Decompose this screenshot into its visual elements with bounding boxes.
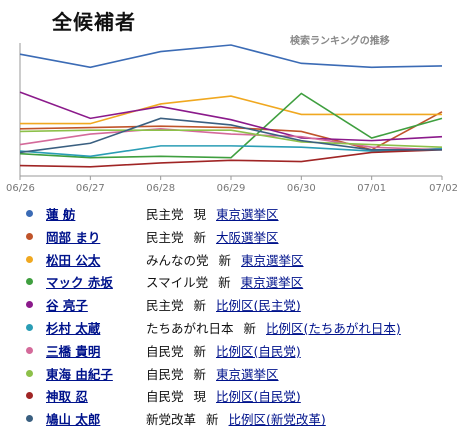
candidate-status: 新 <box>193 366 207 382</box>
series-color-dot <box>26 278 33 286</box>
candidate-party: 民主党 <box>146 207 184 222</box>
x-tick-label: 06/26 <box>6 183 35 194</box>
x-tick-label: 06/27 <box>76 183 105 194</box>
series-line-2 <box>20 95 442 125</box>
candidate-district-link[interactable]: 比例区(自民党) <box>216 389 301 405</box>
candidate-legend: 蓮 舫民主党現東京選挙区 岡部 まり 民主党新大阪選挙区 松田 公太 みんなの党新東京選… <box>26 202 462 430</box>
legend-row: 神取 忍 自民党現比例区(自民党) <box>26 384 462 407</box>
candidate-status: 新 <box>206 412 219 428</box>
series-color-dot <box>26 392 33 400</box>
series-line-5 <box>19 145 443 158</box>
candidate-info: 自民党新東京選挙区 <box>146 364 279 383</box>
candidate-status: 新 <box>193 229 207 245</box>
candidate-name-link[interactable]: マック 赤坂 <box>46 275 113 291</box>
candidate-status: 新 <box>218 275 231 291</box>
candidate-district-link[interactable]: 東京選挙区 <box>241 252 304 268</box>
candidate-info: みんなの党新東京選挙区 <box>146 250 304 269</box>
candidate-party: 新党改革 <box>146 412 197 428</box>
series-line-7 <box>19 129 443 148</box>
legend-row: 岡部 まり 民主党新大阪選挙区 <box>26 225 462 248</box>
candidate-district-link[interactable]: 比例区(新党改革) <box>228 412 326 428</box>
candidate-party: 民主党 <box>146 229 184 245</box>
series-color-dot <box>26 346 33 354</box>
candidate-status: 新 <box>193 298 207 314</box>
legend-row: 鳩山 太郎 新党改革新比例区(新党改革) <box>26 407 462 430</box>
series-line-3 <box>19 92 443 159</box>
candidate-status: 現 <box>193 389 207 405</box>
candidate-party: みんなの党 <box>146 252 209 268</box>
candidate-status: 現 <box>193 207 207 222</box>
series-line-6 <box>19 128 443 151</box>
candidate-party: たちあがれ日本 <box>146 320 234 336</box>
candidate-party: 民主党 <box>146 298 184 314</box>
candidate-district-link[interactable]: 東京選挙区 <box>216 207 279 222</box>
candidate-name-link[interactable]: 岡部 まり <box>46 229 101 245</box>
candidate-name-link[interactable]: 蓮 舫 <box>46 207 76 222</box>
x-tick-label: 06/30 <box>287 183 316 194</box>
candidate-name-link[interactable]: 杉村 太蔵 <box>46 320 101 336</box>
series-line-8 <box>19 149 443 168</box>
candidate-info: 民主党現東京選挙区 <box>146 204 279 223</box>
page-title: 全候補者 <box>52 10 136 34</box>
series-color-dot <box>26 415 33 423</box>
candidate-party: スマイル党 <box>146 275 209 291</box>
x-tick-label: 06/29 <box>217 183 246 194</box>
candidate-info: 自民党現比例区(自民党) <box>146 386 301 405</box>
candidate-name-link[interactable]: 東海 由紀子 <box>46 366 113 382</box>
candidate-district-link[interactable]: 東京選挙区 <box>240 275 304 291</box>
candidate-info: 自民党新比例区(自民党) <box>146 341 301 360</box>
legend-row: 松田 公太 みんなの党新東京選挙区 <box>26 248 462 271</box>
legend-row: 三橋 貴明 自民党新比例区(自民党) <box>26 339 462 362</box>
series-line-9 <box>19 117 442 154</box>
candidate-party: 自民党 <box>146 389 184 405</box>
candidate-name-link[interactable]: 神取 忍 <box>46 389 88 405</box>
legend-row: 杉村 太蔵 たちあがれ日本新比例区(たちあがれ日本) <box>26 316 462 339</box>
candidate-info: 民主党新比例区(民主党) <box>146 295 301 314</box>
legend-row: 東海 由紀子 自民党新東京選挙区 <box>26 362 462 385</box>
legend-row: 蓮 舫 民主党現東京選挙区 <box>26 202 462 225</box>
candidate-info: たちあがれ日本新比例区(たちあがれ日本) <box>146 318 401 337</box>
candidate-party: 自民党 <box>146 343 184 359</box>
ranking-line-chart: 06/26 06/27 06/28 06/29 06/30 07/01 07/02 <box>6 43 458 194</box>
chart-caption: 検索ランキングの推移 <box>290 36 390 47</box>
candidate-status: 新 <box>218 252 232 268</box>
series-color-dot <box>26 210 33 217</box>
candidate-district-link[interactable]: 東京選挙区 <box>216 366 279 382</box>
series-color-dot <box>26 369 33 377</box>
series-color-dot <box>26 255 33 263</box>
x-tick-label: 06/28 <box>146 183 175 194</box>
series-color-dot <box>26 323 33 331</box>
candidate-district-link[interactable]: 比例区(たちあがれ日本) <box>266 320 401 336</box>
candidate-name-link[interactable]: 三橋 貴明 <box>46 343 101 359</box>
series-color-dot <box>26 232 33 240</box>
candidate-district-link[interactable]: 大阪選挙区 <box>216 229 279 245</box>
candidate-info: 新党改革新比例区(新党改革) <box>146 409 326 428</box>
candidate-name-link[interactable]: 松田 公太 <box>46 252 101 268</box>
x-tick-label: 07/01 <box>357 183 386 194</box>
legend-row: 谷 亮子 民主党新比例区(民主党) <box>26 293 462 316</box>
series-line-4 <box>19 91 443 142</box>
series-color-dot <box>26 301 33 309</box>
legend-row: マック 赤坂 スマイル党新東京選挙区 <box>26 270 462 293</box>
candidate-district-link[interactable]: 比例区(民主党) <box>216 298 301 314</box>
candidate-status: 新 <box>193 343 207 359</box>
candidate-status: 新 <box>243 320 257 336</box>
x-tick-label: 07/02 <box>429 183 458 194</box>
candidate-party: 自民党 <box>146 366 184 382</box>
candidate-district-link[interactable]: 比例区(自民党) <box>216 343 301 359</box>
series-line-0 <box>19 44 443 69</box>
candidate-info: スマイル党新東京選挙区 <box>146 272 303 291</box>
candidate-name-link[interactable]: 鳩山 太郎 <box>46 412 101 428</box>
candidate-name-link[interactable]: 谷 亮子 <box>46 298 88 314</box>
candidate-info: 民主党新大阪選挙区 <box>146 227 279 246</box>
